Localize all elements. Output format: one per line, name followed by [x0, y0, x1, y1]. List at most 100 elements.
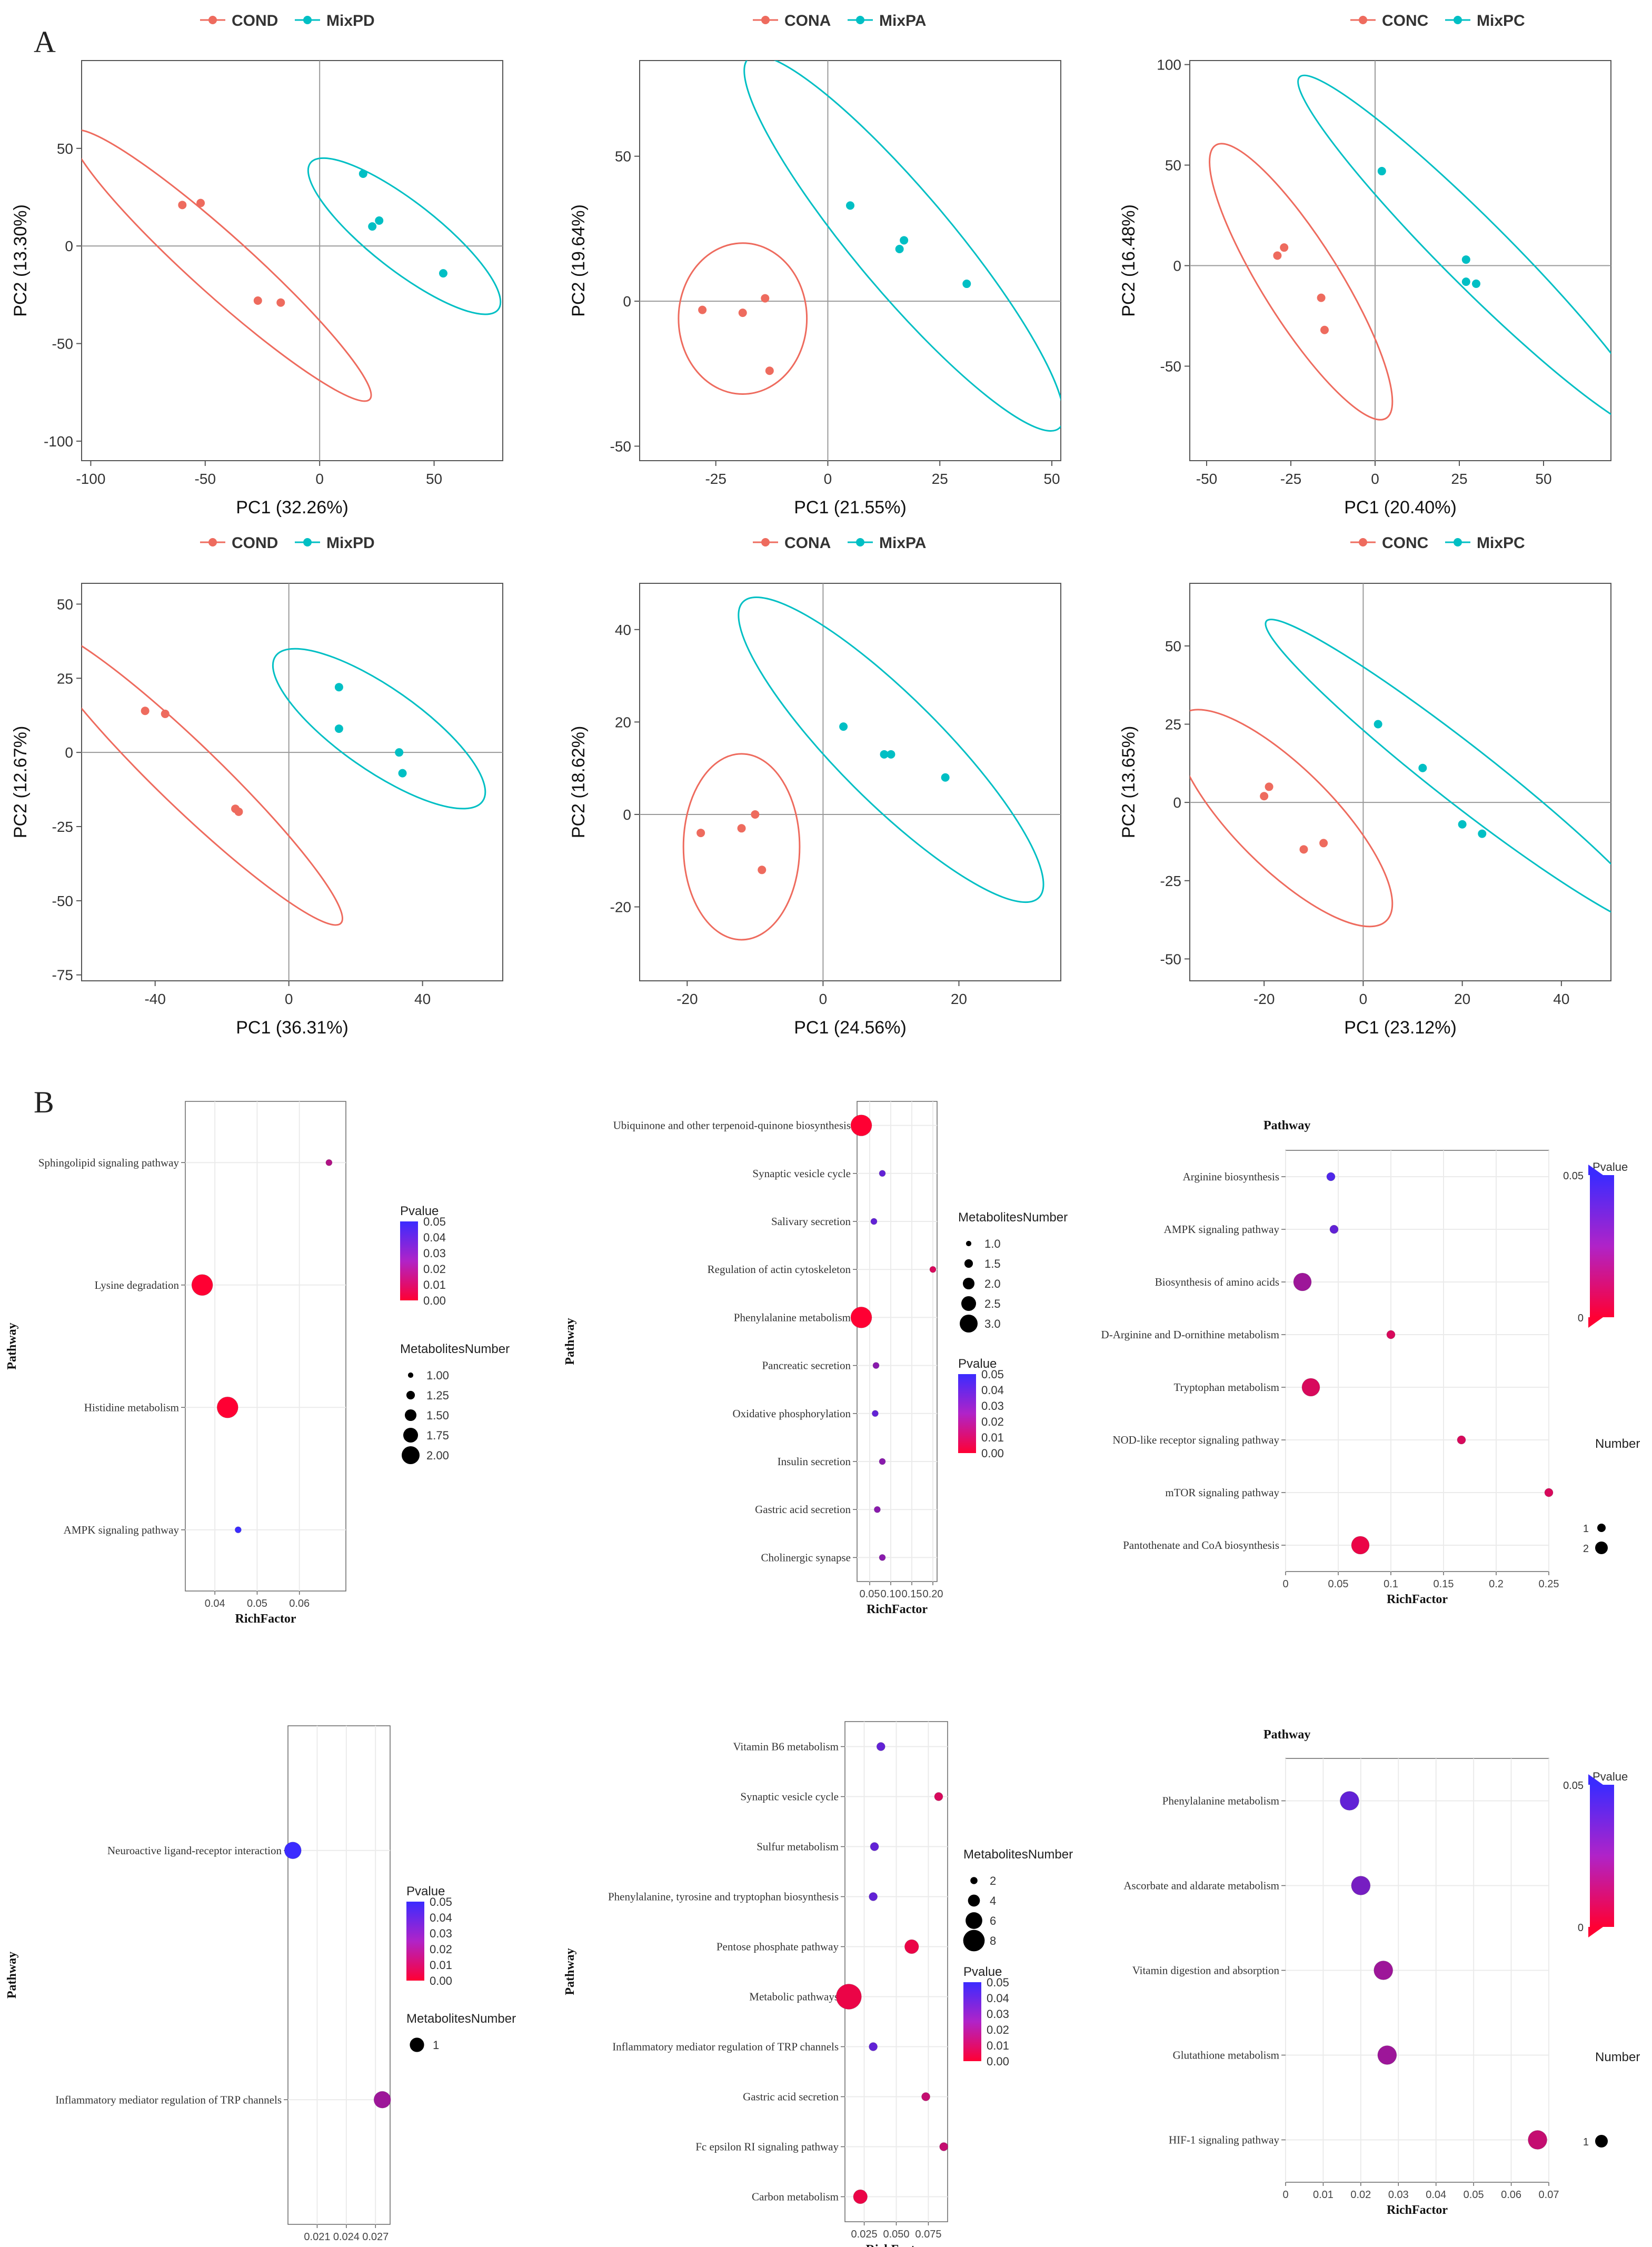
data-point-conc	[1299, 845, 1308, 854]
data-point-conc	[1317, 293, 1326, 302]
data-point-conc	[1265, 782, 1273, 791]
confidence-ellipse-cond	[82, 129, 372, 402]
x-tick-label: -50	[1196, 471, 1217, 487]
legend-dot	[303, 16, 312, 24]
x-tick-label: 0.1	[1384, 1578, 1398, 1590]
size-legend-title: Number	[1595, 2050, 1640, 2064]
legend-dot	[1359, 16, 1367, 24]
pathway-label: Vitamin digestion and absorption	[1132, 1964, 1280, 1977]
x-axis-title: RichFactor	[867, 1603, 928, 1616]
x-tick-label: 0.04	[205, 1598, 225, 1609]
pathway-label: Gastric acid secretion	[743, 2091, 839, 2103]
pvalue-legend-title: Pvalue	[400, 1204, 439, 1218]
x-tick-label: 0.15	[902, 1588, 922, 1600]
pathway-label: Insulin secretion	[778, 1455, 851, 1468]
x-axis-title: RichFactor	[235, 1612, 296, 1626]
y-tick-label: 0	[1173, 258, 1181, 274]
x-tick-label: 0.20	[923, 1588, 943, 1600]
size-legend-label: 1	[433, 2039, 439, 2052]
x-axis-title: PC1 (23.12%)	[1344, 1018, 1457, 1038]
data-point-cona	[738, 309, 747, 317]
x-tick-label: 0	[285, 991, 293, 1007]
data-point-cona	[758, 866, 767, 874]
size-legend-label: 1.75	[426, 1429, 449, 1442]
pathway-label: Synaptic vesicle cycle	[752, 1167, 851, 1180]
gradient-cap-top	[1588, 1165, 1603, 1175]
kegg-plot-4: Neuroactive ligand-receptor interaction I…	[5, 1725, 516, 2247]
pathway-label: Ascorbate and aldarate metabolism	[1123, 1880, 1279, 1892]
enrichment-dot	[234, 1526, 242, 1534]
x-axis-title: PC1 (32.26%)	[236, 498, 349, 518]
enrichment-dot	[1386, 1330, 1396, 1339]
enrichment-dot	[871, 1410, 879, 1417]
data-point-mixpd	[395, 748, 404, 757]
pvalue-tick-label: 0.01	[423, 1278, 446, 1291]
pvalue-tick-label: 0.05	[1563, 1170, 1584, 1182]
pvalue-tick-label: 0.02	[423, 1262, 446, 1276]
y-tick-label: -50	[610, 438, 631, 454]
pca-plot-5: CONA MixPA -20 0 20 -20 0 20 40 PC1 (24.56%) PC2 (…	[569, 534, 1061, 1038]
gradient-cap-bottom	[1588, 1317, 1603, 1328]
data-point-cond	[141, 707, 150, 715]
pvalue-colorbar	[963, 1982, 981, 2061]
y-tick-label: -25	[1160, 873, 1181, 889]
enrichment-dot	[1528, 2130, 1548, 2150]
y-tick-label: 50	[615, 148, 631, 165]
enrichment-dot	[876, 1742, 885, 1751]
pvalue-tick-label: 0.04	[987, 1992, 1009, 2005]
y-tick-label: -50	[1160, 951, 1181, 967]
confidence-ellipse-mixpa	[743, 61, 1061, 432]
confidence-ellipse-conc	[1190, 709, 1394, 928]
data-point-conc	[1273, 251, 1282, 260]
size-legend-dot	[404, 1409, 417, 1421]
pathway-label: mTOR signaling pathway	[1165, 1486, 1279, 1499]
x-tick-label: 0	[1371, 471, 1379, 487]
x-tick-label: 50	[426, 471, 442, 487]
pathway-label: Glutathione metabolism	[1173, 2049, 1279, 2062]
size-legend-label: 1	[1583, 2136, 1589, 2148]
confidence-ellipse-cond	[82, 627, 343, 926]
enrichment-dot	[850, 1115, 872, 1137]
pathway-label: Oxidative phosphorylation	[732, 1407, 851, 1420]
size-legend-label: 1.00	[426, 1369, 449, 1382]
x-tick-label: 0.04	[1426, 2189, 1446, 2201]
pvalue-colorbar	[406, 1902, 424, 1981]
x-tick-label: -20	[1253, 991, 1275, 1007]
x-tick-label: 0	[315, 471, 324, 487]
y-axis-title: Pathway	[563, 1318, 577, 1365]
legend-dot	[1359, 538, 1367, 546]
x-tick-label: 40	[1553, 991, 1569, 1007]
pca-plot-6: CONC MixPC -20 0 20 40 -50 -25 0 25 50 PC1 (23.12%)…	[1119, 534, 1611, 1038]
x-tick-label: 0.024	[333, 2231, 360, 2243]
x-tick-label: 0.25	[1539, 1578, 1559, 1590]
y-tick-label: -50	[52, 336, 73, 352]
size-legend-dot	[964, 1259, 973, 1268]
y-tick-label: -50	[1160, 359, 1181, 375]
pathway-label: Biosynthesis of amino acids	[1155, 1276, 1279, 1288]
enrichment-dot	[869, 2042, 878, 2051]
y-axis-title: PC2 (13.65%)	[1119, 726, 1139, 839]
pvalue-tick-label: 0.05	[1563, 1780, 1584, 1792]
enrichment-dot	[850, 1306, 872, 1328]
size-legend-dot	[406, 1390, 415, 1400]
pvalue-legend-title: Pvalue	[963, 1965, 1002, 1979]
plot-frame	[287, 1725, 391, 2225]
pca-plot-4: COND MixPD -40 0 40 -75 -50 -25 0 25 50 PC1 (36.31%…	[11, 534, 503, 1038]
kegg-plot-5: Vitamin B6 metabolism Synaptic vesicle cy…	[563, 1721, 1073, 2247]
data-point-mixpa	[900, 236, 909, 245]
pvalue-tick-label: 0.05	[981, 1368, 1004, 1381]
data-point-mixpd	[359, 170, 367, 178]
pca-plot-2: CONA MixPA -25 0 25 50 -50 0 50 PC1 (21.55%) PC2 (…	[569, 12, 1061, 518]
legend-dot	[1454, 538, 1462, 546]
pvalue-tick-label: 0.01	[430, 1958, 452, 1972]
enrichment-dot	[1339, 1791, 1359, 1811]
pvalue-tick-label: 0.02	[981, 1415, 1004, 1428]
pathway-label: Pancreatic secretion	[762, 1359, 851, 1372]
size-legend-label: 1.5	[984, 1257, 1001, 1270]
data-point-conc	[1320, 325, 1329, 334]
size-legend-label: 2.5	[984, 1297, 1001, 1310]
size-legend-label: 2	[1583, 1543, 1589, 1555]
kegg-plot-3: Arginine biosynthesis AMPK signaling path…	[1101, 1119, 1640, 1606]
kegg-plot-1: Sphingolipid signaling pathway Lysine deg…	[5, 1101, 510, 1626]
plot-area	[640, 61, 1061, 461]
